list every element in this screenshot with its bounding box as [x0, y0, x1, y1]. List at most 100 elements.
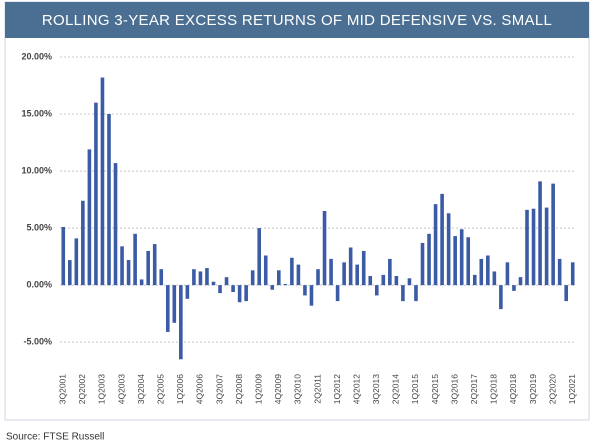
- bar: [472, 274, 477, 286]
- title-banner: [5, 2, 589, 38]
- bar: [113, 163, 118, 286]
- x-tick-label: 4Q2018: [508, 374, 518, 405]
- chart-title: ROLLING 3-YEAR EXCESS RETURNS OF MID DEF…: [42, 12, 552, 29]
- bar: [466, 237, 471, 286]
- x-tick-label: 3Q2001: [58, 374, 68, 405]
- y-tick-label: 20.00%: [21, 51, 52, 61]
- bar: [192, 269, 196, 286]
- bar: [479, 258, 484, 286]
- x-tick-label: 2Q2017: [469, 374, 479, 405]
- bar: [531, 208, 536, 286]
- bar: [512, 285, 516, 291]
- bar: [120, 246, 124, 286]
- bar: [126, 260, 131, 286]
- x-tick-label: 1Q2018: [489, 374, 499, 405]
- bar: [231, 285, 235, 292]
- chart-frame: [4, 1, 590, 421]
- y-tick-label: 10.00%: [21, 165, 52, 175]
- bar: [290, 257, 294, 286]
- bar: [355, 264, 359, 286]
- bar: [329, 258, 333, 286]
- x-tick-label: 3Q2019: [528, 374, 538, 405]
- bar: [139, 279, 144, 286]
- bar: [159, 269, 164, 286]
- bar: [551, 183, 555, 286]
- x-tick-label: 4Q2015: [430, 374, 440, 405]
- bar: [205, 268, 209, 286]
- bar: [61, 226, 66, 286]
- x-tick-label: 3Q2016: [449, 374, 459, 405]
- bar: [342, 262, 346, 286]
- bar: [453, 236, 457, 286]
- bar: [107, 114, 111, 286]
- bar: [152, 244, 157, 286]
- bar: [172, 285, 177, 323]
- x-tick-label: 2Q2005: [155, 374, 165, 405]
- bar: [335, 285, 340, 302]
- x-tick-label: 1Q2006: [175, 374, 185, 405]
- bar: [414, 285, 418, 302]
- y-tick-label: 15.00%: [21, 108, 52, 118]
- bar: [67, 260, 72, 286]
- x-tick-label: 2Q2002: [77, 374, 87, 405]
- bar: [257, 228, 262, 286]
- bar: [250, 270, 255, 286]
- bar: [361, 250, 366, 286]
- bar: [440, 193, 444, 286]
- x-tick-label: 3Q2007: [214, 374, 224, 405]
- bar: [165, 285, 170, 332]
- x-tick-label: 2Q2011: [312, 374, 322, 404]
- bar: [283, 284, 288, 286]
- bar: [81, 200, 85, 286]
- bar: [420, 242, 425, 286]
- bar: [322, 211, 327, 286]
- bar: [492, 271, 497, 286]
- bar: [368, 276, 373, 286]
- bar: [198, 271, 203, 286]
- bar: [179, 285, 183, 360]
- bar: [518, 277, 523, 286]
- bar: [538, 181, 542, 286]
- x-tick-label: 4Q2003: [116, 374, 126, 405]
- y-tick-label: 0.00%: [26, 280, 52, 290]
- x-tick-label: 3Q2010: [293, 374, 303, 405]
- bar: [270, 285, 275, 290]
- y-tick-label: -5.00%: [23, 337, 52, 347]
- x-tick-label: 1Q2012: [332, 374, 342, 405]
- bar: [100, 77, 105, 286]
- bar: [394, 276, 399, 286]
- y-tick-label: 5.00%: [26, 222, 52, 232]
- bar: [505, 262, 510, 286]
- x-tick-label: 1Q2003: [97, 374, 107, 405]
- x-tick-label: 4Q2012: [351, 374, 361, 405]
- x-tick-label: 4Q2009: [273, 374, 283, 405]
- bar: [218, 285, 222, 294]
- x-tick-label: 3Q2013: [371, 374, 381, 405]
- bar: [381, 274, 386, 286]
- bar: [237, 285, 242, 303]
- bar: [309, 285, 314, 306]
- bar: [525, 209, 529, 286]
- x-tick-label: 4Q2006: [195, 374, 205, 405]
- bar: [401, 285, 405, 302]
- bar: [296, 264, 301, 286]
- bar: [388, 258, 392, 286]
- source-note: Source: FTSE Russell: [6, 432, 104, 443]
- bar: [87, 149, 92, 286]
- bar: [263, 255, 268, 286]
- bar: [459, 229, 464, 286]
- bar: [407, 278, 412, 286]
- bar: [94, 102, 98, 286]
- x-tick-label: 1Q2021: [567, 374, 577, 405]
- bar: [211, 281, 216, 286]
- bar: [348, 247, 353, 286]
- bar: [374, 285, 379, 296]
- bar: [185, 285, 190, 299]
- x-tick-label: 1Q2009: [253, 374, 263, 405]
- bar: [564, 285, 569, 302]
- bar: [277, 270, 281, 286]
- bar: [74, 238, 79, 286]
- bar: [316, 269, 320, 286]
